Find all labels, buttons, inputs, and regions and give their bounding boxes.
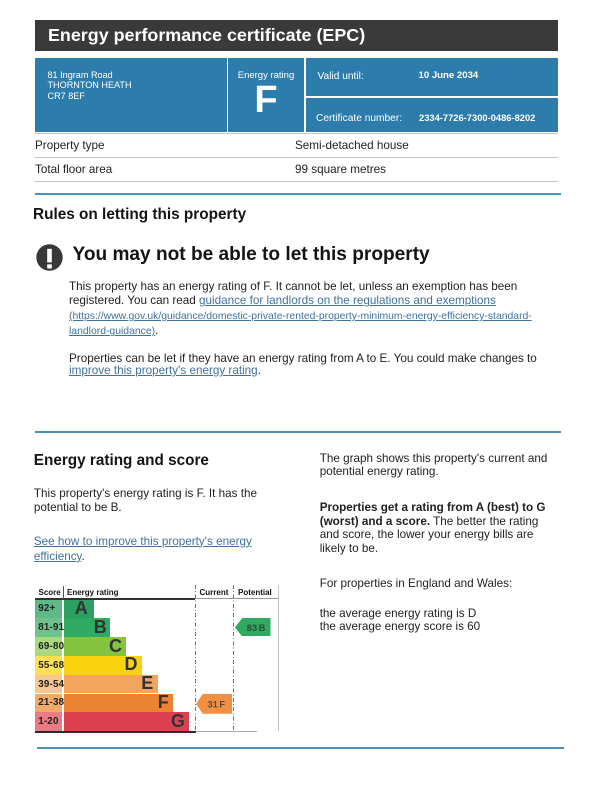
svg-text:31 F: 31 F bbox=[208, 699, 226, 709]
svg-text:83 B: 83 B bbox=[247, 622, 266, 632]
